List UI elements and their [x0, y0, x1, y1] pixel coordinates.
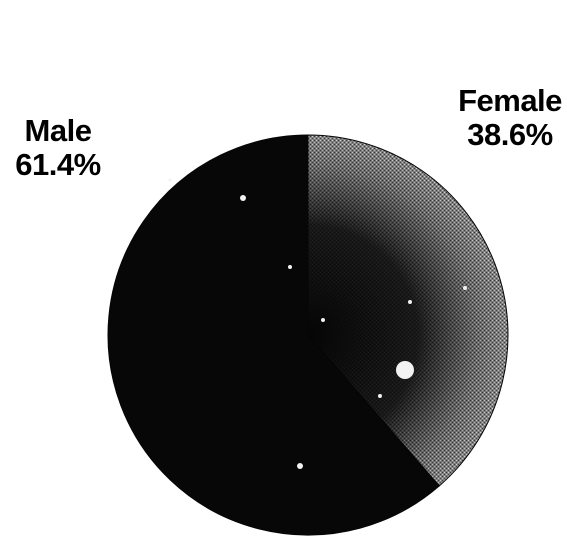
scan-speckle: [378, 394, 382, 398]
scan-speckle: [297, 463, 303, 469]
scan-speckles: [168, 178, 467, 469]
scan-speckle: [288, 265, 292, 269]
scan-speckle: [168, 178, 172, 182]
pie-slice-male: [107, 134, 441, 536]
pie-slices: [107, 134, 509, 536]
slice-label-male-percent: 61.4%: [15, 147, 101, 182]
slice-label-female-percent: 38.6%: [467, 117, 553, 152]
scan-speckle: [396, 361, 414, 379]
slice-label-male: Male 61.4%: [0, 114, 116, 182]
scan-speckle: [240, 195, 246, 201]
slice-label-female-name: Female: [458, 83, 562, 118]
scan-speckle: [463, 286, 467, 290]
scan-speckle: [408, 300, 412, 304]
scan-speckle: [321, 318, 325, 322]
slice-label-female: Female 38.6%: [452, 84, 567, 152]
pie-slice-female-shading: [308, 135, 509, 486]
slice-label-male-name: Male: [24, 113, 92, 148]
